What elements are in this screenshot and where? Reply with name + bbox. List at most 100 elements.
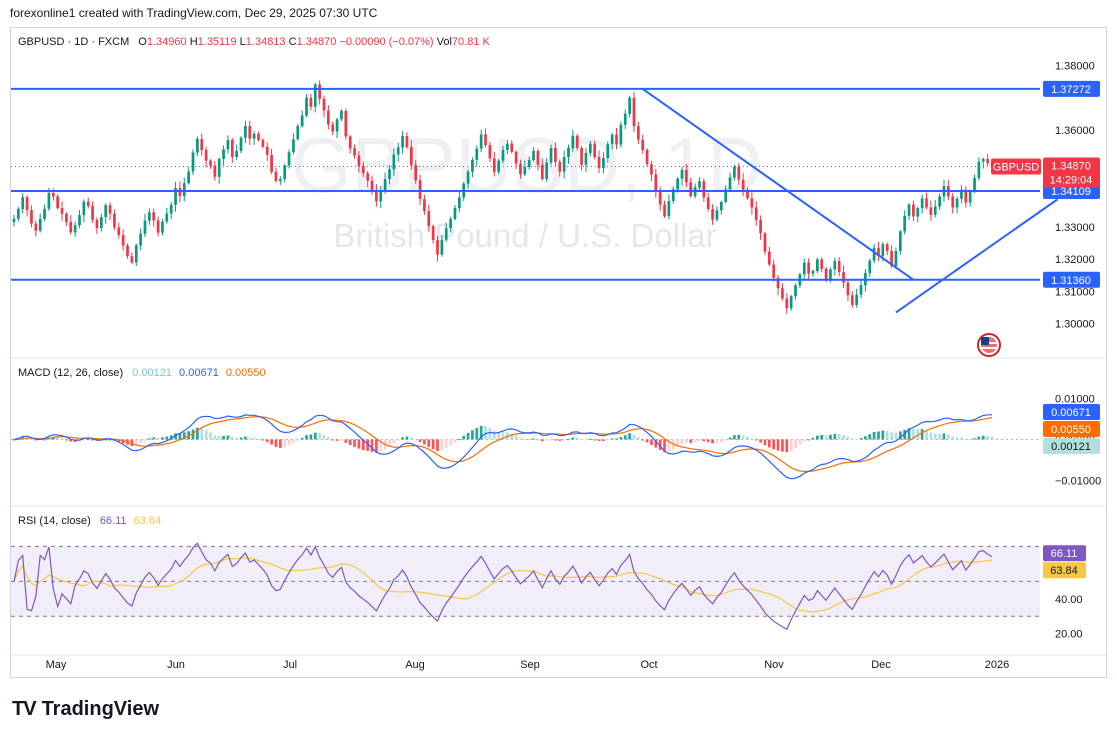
macd-histogram-bar [881, 430, 885, 440]
candle-body [903, 215, 907, 232]
macd-histogram-bar [833, 433, 837, 440]
candle-body [977, 161, 981, 179]
symbol-legend[interactable]: GBPUSD · 1D · FXCM O1.34960 H1.35119 L1.… [18, 36, 490, 48]
macd-histogram-bar [693, 439, 697, 443]
flag-icon[interactable] [977, 333, 1001, 357]
candle-body [51, 192, 55, 197]
candle-body [584, 152, 588, 165]
macd-histogram-bar [527, 439, 531, 441]
macd-histogram-bar [370, 439, 374, 452]
macd-signal-value: 0.00550 [225, 367, 266, 379]
candle-body [680, 169, 684, 179]
time-tick-label: 2026 [985, 659, 1009, 671]
macd-histogram-bar [837, 434, 841, 440]
candle-body [313, 84, 317, 107]
macd-value-badge [1043, 438, 1100, 455]
legend-high-key: H [189, 36, 198, 48]
candle-body [654, 174, 658, 191]
macd-histogram-bar [414, 439, 418, 441]
candle-body [82, 201, 86, 216]
candle-body [126, 245, 129, 257]
chart-frame [10, 27, 1107, 678]
time-tick-label: Oct [640, 659, 657, 671]
rsi-legend[interactable]: RSI (14, close) 66.11 63.84 [18, 515, 161, 527]
macd-histogram-bar [331, 439, 335, 441]
candle-body [955, 198, 959, 208]
macd-histogram-bar [104, 439, 108, 441]
macd-histogram-bar [859, 437, 863, 440]
legend-open: 1.34960 [146, 36, 187, 48]
macd-histogram-bar [890, 432, 893, 440]
macd-histogram-bar [392, 439, 396, 444]
candle-body [824, 268, 828, 279]
rsi-ma-badge-label: 63.84 [1050, 565, 1078, 577]
price-tick-label: 1.33000 [1055, 222, 1095, 234]
watermark-ticker: GBPUSD, 1D [291, 121, 763, 209]
candle-body [335, 119, 339, 132]
rsi-ma-badge [1043, 562, 1086, 579]
price-badge-value: 1.34870 [1051, 160, 1091, 172]
macd-line-value: 0.00671 [179, 367, 219, 379]
candle-body [658, 190, 662, 205]
macd-histogram-bar [396, 439, 400, 441]
candle-body [676, 178, 679, 190]
candle-body [488, 145, 492, 159]
macd-histogram-bar [776, 439, 780, 451]
candle-body [95, 219, 99, 229]
macd-value-badge-label: 0.00550 [1051, 424, 1091, 436]
trendline [642, 88, 914, 281]
candle-body [117, 227, 121, 235]
candle-body [34, 223, 38, 231]
price-pane[interactable] [11, 80, 1059, 314]
macd-histogram-bar [257, 438, 260, 440]
candle-body [650, 164, 653, 175]
candle-body [261, 139, 265, 147]
macd-histogram-bar [864, 436, 867, 440]
candle-body [427, 211, 431, 227]
macd-hist-value: 0.00121 [132, 367, 172, 379]
macd-histogram-bar [270, 439, 273, 445]
candle-body [396, 147, 400, 155]
candle-body [475, 148, 479, 160]
candle-body [759, 220, 762, 234]
macd-histogram-bar [558, 439, 562, 441]
candle-body [816, 259, 819, 272]
macd-histogram-bar [65, 439, 68, 441]
candle-body [327, 110, 330, 125]
candle-body [305, 97, 308, 116]
candle-body [938, 196, 941, 207]
macd-histogram-bar [357, 439, 361, 449]
rsi-pane[interactable] [11, 542, 1040, 631]
macd-histogram-bar [650, 439, 653, 445]
macd-legend[interactable]: MACD (12, 26, close) 0.00121 0.00671 0.0… [18, 367, 266, 379]
macd-histogram-bar [165, 436, 169, 440]
candle-body [912, 204, 915, 217]
macd-histogram-bar [702, 439, 706, 442]
macd-tick-label: −0.01000 [1055, 475, 1101, 487]
candle-body [724, 189, 728, 202]
macd-histogram-bar [60, 438, 64, 440]
macd-pane[interactable] [11, 414, 1040, 480]
price-badge-countdown: 14:29:04 [1050, 174, 1093, 186]
macd-histogram-bar [719, 439, 723, 442]
candle-body [842, 272, 845, 283]
macd-histogram-bar [453, 439, 457, 443]
macd-histogram-bar [685, 439, 688, 443]
candle-body [501, 149, 505, 161]
macd-histogram-bar [305, 435, 308, 440]
macd-histogram-bar [348, 439, 352, 446]
candle-body [968, 191, 972, 203]
macd-histogram-bar [964, 438, 968, 440]
macd-histogram-bar [767, 439, 771, 448]
macd-histogram-bar [606, 439, 610, 441]
macd-histogram-bar [361, 439, 365, 450]
macd-histogram-bar [763, 439, 767, 446]
candle-body [191, 152, 195, 172]
candle-body [86, 201, 90, 206]
candle-body [248, 126, 252, 139]
candle-body [479, 134, 483, 149]
candle-body [540, 164, 544, 180]
candle-body [536, 150, 540, 165]
macd-histogram-bar [903, 429, 907, 440]
